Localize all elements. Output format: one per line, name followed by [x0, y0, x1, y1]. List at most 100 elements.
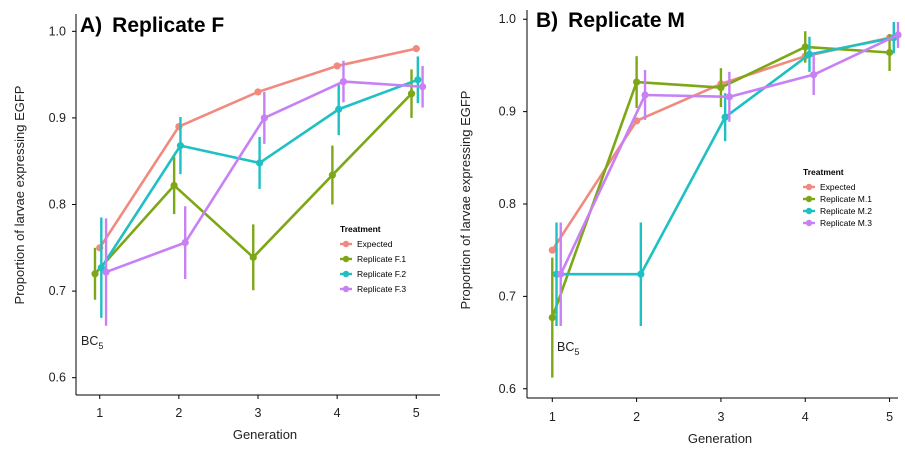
data-point: [407, 90, 416, 98]
x-tick-label: 5: [413, 406, 420, 420]
panel-b-legend: Treatment Expected Replicate M.1 Replicate…: [803, 167, 872, 228]
x-tick-label: 5: [886, 410, 893, 424]
legend-key-point: [342, 255, 350, 263]
data-point: [102, 268, 110, 276]
legend-label: Replicate M.3: [820, 218, 872, 228]
y-tick-label: 0.8: [49, 198, 66, 212]
data-point: [91, 270, 99, 278]
panel-a-x-axis-title: Generation: [233, 427, 297, 442]
panel-b-y-ticks: 0.6 0.7 0.8 0.9 1.0: [499, 12, 527, 396]
panel-a-annotation-base: BC: [81, 334, 98, 348]
legend-label: Replicate M.1: [820, 194, 872, 204]
series-replicate-f-1: [91, 69, 416, 300]
series-replicate-m-1: [548, 31, 894, 378]
y-tick-label: 0.8: [499, 197, 516, 211]
x-tick-label: 3: [717, 410, 724, 424]
panel-a-legend-title: Treatment: [340, 224, 381, 234]
panel-b-annotation-sub: 5: [574, 347, 579, 357]
panel-a-annotation: BC5: [81, 334, 103, 351]
panel-b-title-text: Replicate M: [568, 9, 685, 32]
legend-key-point: [342, 240, 350, 248]
y-tick-label: 0.7: [499, 289, 516, 303]
data-point: [249, 253, 257, 261]
legend-label: Replicate F.2: [357, 269, 406, 279]
y-tick-label: 0.6: [499, 382, 516, 396]
panel-b-title: B) Replicate M: [536, 9, 685, 32]
legend-item: Replicate M.3: [803, 218, 872, 228]
y-tick-label: 0.9: [499, 105, 516, 119]
legend-item: Replicate F.2: [340, 269, 406, 279]
x-tick-label: 1: [549, 410, 556, 424]
legend-label: Expected: [357, 239, 393, 249]
data-point: [97, 264, 105, 272]
x-tick-label: 4: [802, 410, 809, 424]
legend-key-point: [342, 285, 350, 293]
panel-a-replicate-f: A) Replicate F 0.6 0.7 0.8 0.9 1.0 1 2 3 4 5 Gene…: [12, 14, 440, 442]
series-replicate-m-3: [557, 22, 902, 326]
series-expected: [96, 45, 420, 252]
legend-key-point: [805, 207, 813, 215]
series-line: [556, 36, 895, 276]
series-replicate-f-3: [102, 60, 427, 326]
data-point: [641, 91, 649, 99]
data-point: [254, 88, 262, 96]
panel-a-annotation-sub: 5: [98, 341, 103, 351]
panel-a-title-text: Replicate F: [112, 14, 224, 37]
panel-b-series: [548, 22, 902, 378]
legend-item: Replicate F.1: [340, 254, 406, 264]
data-point: [725, 93, 733, 101]
y-tick-label: 1.0: [49, 24, 66, 38]
legend-key-point: [805, 183, 813, 191]
panel-a-series: [91, 45, 427, 326]
data-point: [414, 76, 422, 84]
data-point: [328, 171, 336, 179]
legend-label: Replicate M.2: [820, 206, 872, 216]
data-point: [339, 77, 348, 86]
panel-a-x-ticks: 1 2 3 4 5: [96, 395, 420, 420]
panel-b-y-axis-title: Proportion of larvae expressing EGFP: [458, 91, 473, 310]
panel-a-label: A): [80, 14, 102, 37]
data-point: [633, 78, 641, 86]
panel-a-legend: Treatment Expected Replicate F.1 Replicate…: [340, 224, 406, 294]
x-tick-label: 1: [96, 406, 103, 420]
series-line: [98, 47, 417, 249]
x-tick-label: 4: [334, 406, 341, 420]
x-tick-label: 2: [175, 406, 182, 420]
legend-item: Replicate M.1: [803, 194, 872, 204]
y-tick-label: 0.9: [49, 111, 66, 125]
data-point: [557, 270, 565, 278]
data-point: [412, 45, 420, 53]
data-point: [170, 181, 178, 190]
data-point: [810, 71, 818, 79]
y-tick-label: 0.7: [49, 284, 66, 298]
series-replicate-f-2: [97, 56, 422, 318]
legend-label: Replicate F.3: [357, 284, 406, 294]
x-tick-label: 2: [633, 410, 640, 424]
panel-b-x-axis-title: Generation: [688, 431, 752, 446]
data-point: [894, 31, 902, 39]
data-point: [260, 114, 268, 122]
data-point: [333, 62, 341, 70]
y-tick-label: 1.0: [499, 12, 516, 26]
panel-a-title: A) Replicate F: [80, 14, 224, 37]
data-point: [721, 113, 729, 121]
legend-label: Replicate F.1: [357, 254, 406, 264]
data-point: [801, 43, 809, 51]
legend-item: Replicate M.2: [803, 206, 872, 216]
panel-b-replicate-m: B) Replicate M 0.6 0.7 0.8 0.9 1.0 1 2 3 4 5 Gene…: [458, 9, 902, 446]
data-point: [637, 270, 645, 278]
legend-key-point: [805, 195, 813, 203]
data-point: [885, 48, 894, 57]
data-point: [181, 239, 189, 247]
x-tick-label: 3: [255, 406, 262, 420]
panel-b-annotation-base: BC: [557, 340, 574, 354]
data-point: [418, 83, 427, 91]
data-point: [548, 314, 556, 322]
data-point: [717, 84, 725, 92]
panel-b-annotation: BC5: [557, 340, 579, 357]
panel-a-y-axis-title: Proportion of larvae expressing EGFP: [12, 86, 27, 305]
panel-a-y-ticks: 0.6 0.7 0.8 0.9 1.0: [49, 24, 76, 385]
panel-b-label: B): [536, 9, 558, 32]
legend-key-point: [805, 219, 813, 227]
